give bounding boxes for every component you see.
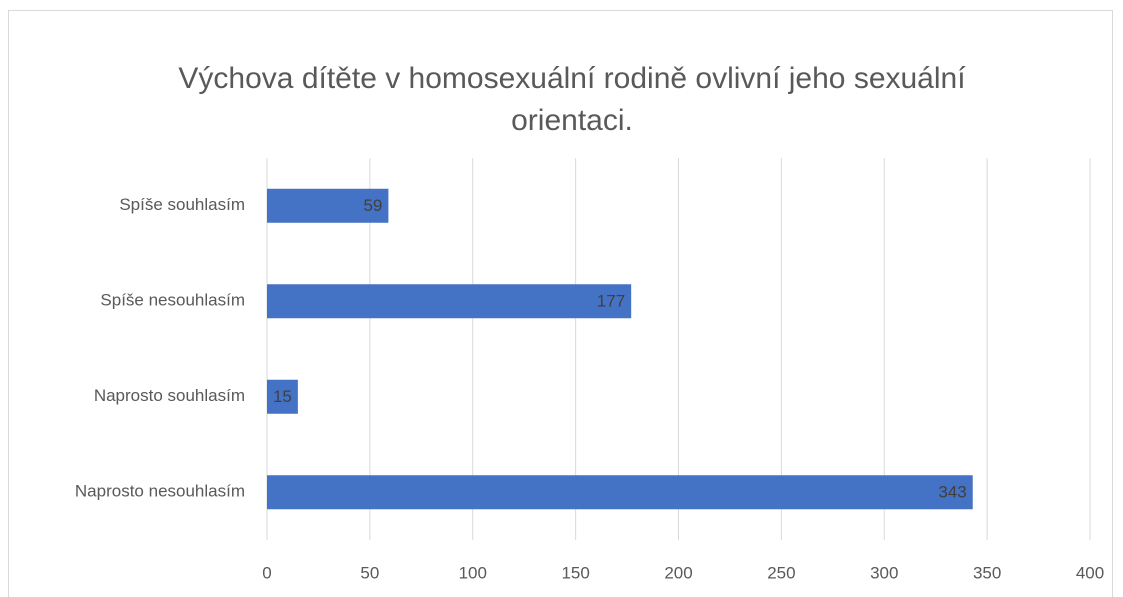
y-tick-label: Naprosto nesouhlasím — [75, 482, 245, 501]
data-label: 59 — [363, 196, 382, 215]
x-tick-label: 250 — [767, 563, 795, 582]
data-label: 343 — [938, 483, 966, 502]
x-tick-label: 300 — [870, 563, 898, 582]
x-tick-label: 400 — [1076, 563, 1104, 582]
y-tick-label: Naprosto souhlasím — [94, 386, 245, 405]
y-tick-label: Spíše nesouhlasím — [100, 291, 245, 310]
x-tick-label: 100 — [459, 563, 487, 582]
data-label: 177 — [597, 292, 625, 311]
chart-title: Výchova dítěte v homosexuální rodině ovl… — [178, 62, 966, 137]
bar — [267, 379, 298, 414]
y-tick-label: Spíše souhlasím — [119, 195, 245, 214]
bar — [267, 188, 389, 223]
x-tick-label: 150 — [561, 563, 589, 582]
x-tick-label: 350 — [973, 563, 1001, 582]
chart-border — [8, 10, 1113, 597]
x-tick-label: 0 — [262, 563, 271, 582]
bar — [267, 284, 632, 319]
x-tick-label: 200 — [664, 563, 692, 582]
bar — [267, 475, 973, 510]
data-label: 15 — [273, 387, 292, 406]
x-tick-label: 50 — [360, 563, 379, 582]
